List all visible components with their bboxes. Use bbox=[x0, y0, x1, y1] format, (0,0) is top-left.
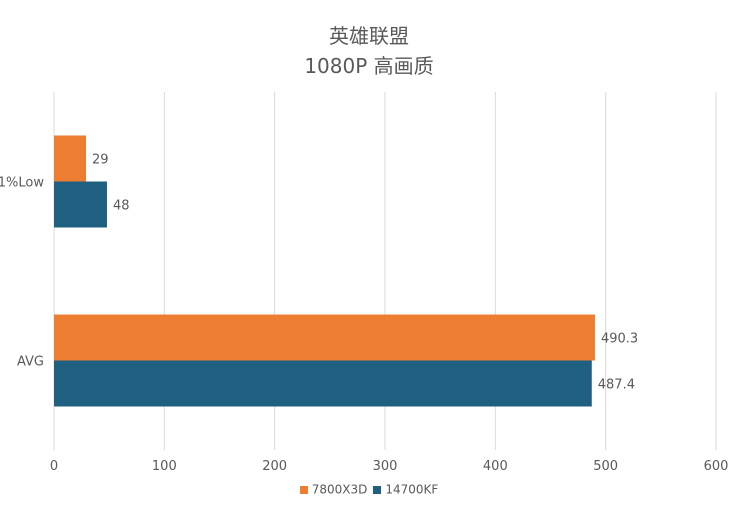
chart-legend: 7800X3D 14700KF bbox=[0, 482, 738, 497]
legend-item: 14700KF bbox=[373, 482, 438, 497]
x-tick-label: 500 bbox=[593, 459, 618, 474]
bar bbox=[54, 135, 86, 182]
category-label: AVG bbox=[17, 355, 44, 370]
chart-title: 英雄联盟 bbox=[329, 24, 409, 48]
data-label: 490.3 bbox=[601, 332, 638, 347]
bar bbox=[54, 314, 595, 361]
bar bbox=[54, 360, 592, 407]
data-label: 487.4 bbox=[598, 378, 635, 393]
data-label: 48 bbox=[113, 199, 130, 214]
x-tick-label: 300 bbox=[373, 459, 398, 474]
legend-swatch bbox=[299, 485, 308, 494]
legend-item: 7800X3D bbox=[299, 482, 368, 497]
x-tick-label: 600 bbox=[704, 459, 729, 474]
x-tick-label: 0 bbox=[50, 459, 58, 474]
data-label: 29 bbox=[92, 153, 109, 168]
category-label: 1%Low bbox=[0, 176, 44, 191]
legend-label: 7800X3D bbox=[311, 482, 368, 497]
x-tick-label: 100 bbox=[152, 459, 177, 474]
x-tick-label: 200 bbox=[262, 459, 287, 474]
chart-subtitle: 1080P 高画质 bbox=[304, 54, 434, 78]
bar bbox=[54, 181, 107, 228]
x-tick-label: 400 bbox=[483, 459, 508, 474]
legend-swatch bbox=[373, 485, 382, 494]
legend-label: 14700KF bbox=[385, 482, 439, 497]
